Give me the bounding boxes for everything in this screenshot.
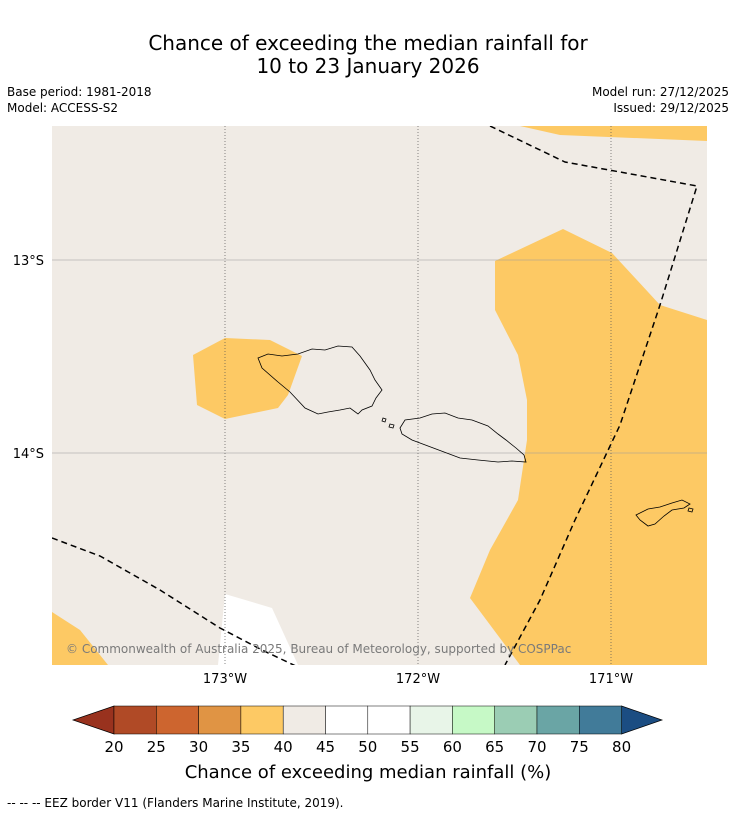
lat-label-14s: 14°S bbox=[13, 447, 44, 462]
colorbar-tick-label: 20 bbox=[104, 738, 123, 756]
base-period: Base period: 1981-2018 bbox=[7, 85, 152, 99]
colorbar-tick-label: 45 bbox=[316, 738, 335, 756]
colorbar-segment bbox=[452, 705, 495, 735]
region-35-40-top-right bbox=[520, 126, 707, 141]
region-45-55-south bbox=[218, 594, 298, 665]
region-35-40-west-savaii bbox=[193, 338, 302, 419]
region-35-40-east bbox=[470, 229, 707, 665]
colorbar-tick-label: 25 bbox=[147, 738, 166, 756]
map-area: © Commonwealth of Australia 2025, Bureau… bbox=[52, 126, 707, 665]
chart-title-line2: 10 to 23 January 2026 bbox=[256, 54, 480, 78]
colorbar-tick-label: 65 bbox=[485, 738, 504, 756]
colorbar-segment bbox=[325, 705, 369, 735]
colorbar-segment bbox=[579, 705, 622, 735]
colorbar-tick-label: 35 bbox=[231, 738, 250, 756]
copyright-notice: © Commonwealth of Australia 2025, Bureau… bbox=[66, 642, 571, 656]
lon-label-171w: 171°W bbox=[589, 672, 633, 687]
colorbar-segment bbox=[282, 705, 326, 735]
lon-label-173w: 173°W bbox=[203, 672, 247, 687]
colorbar-tick-label: 80 bbox=[612, 738, 631, 756]
lat-label-13s: 13°S bbox=[13, 254, 44, 269]
colorbar-segment bbox=[113, 705, 157, 735]
region-35-40-bottom-left bbox=[52, 612, 108, 665]
lon-label-172w: 172°W bbox=[396, 672, 440, 687]
tutuila-island bbox=[635, 499, 691, 527]
colorbar-segment bbox=[198, 705, 242, 735]
eez-footnote: -- -- -- EEZ border V11 (Flanders Marine… bbox=[7, 796, 344, 810]
colorbar-segment bbox=[367, 705, 411, 735]
aunuu-island bbox=[687, 507, 694, 513]
colorbar-tick-label: 50 bbox=[358, 738, 377, 756]
upolu-island bbox=[399, 412, 527, 463]
manono-island bbox=[381, 417, 387, 423]
model-name: Model: ACCESS-S2 bbox=[7, 101, 119, 115]
eez-border-north-east bbox=[489, 126, 698, 665]
colorbar-tick-label: 40 bbox=[274, 738, 293, 756]
chart-title-line1: Chance of exceeding the median rainfall … bbox=[148, 31, 588, 55]
apolima-island bbox=[388, 423, 395, 429]
colorbar-segment bbox=[156, 705, 199, 735]
colorbar-tick-label: 30 bbox=[189, 738, 208, 756]
colorbar-segment bbox=[240, 705, 284, 735]
colorbar-segment bbox=[494, 705, 538, 735]
colorbar-over-arrow bbox=[621, 705, 664, 735]
savaii-island bbox=[257, 345, 383, 415]
eez-border-south-west bbox=[52, 537, 296, 665]
colorbar-tick-label: 55 bbox=[401, 738, 420, 756]
issued-date: Issued: 29/12/2025 bbox=[613, 101, 729, 115]
colorbar-under-arrow bbox=[71, 705, 115, 735]
colorbar-tick-label: 70 bbox=[527, 738, 546, 756]
colorbar-segment bbox=[536, 705, 580, 735]
colorbar: 20 25 30 35 40 45 50 55 60 65 70 75 80 bbox=[71, 705, 664, 756]
colorbar-tick-label: 75 bbox=[570, 738, 589, 756]
colorbar-label: Chance of exceeding median rainfall (%) bbox=[185, 762, 552, 783]
model-run: Model run: 27/12/2025 bbox=[591, 85, 729, 99]
colorbar-segment bbox=[409, 705, 453, 735]
colorbar-tick-label: 60 bbox=[443, 738, 462, 756]
